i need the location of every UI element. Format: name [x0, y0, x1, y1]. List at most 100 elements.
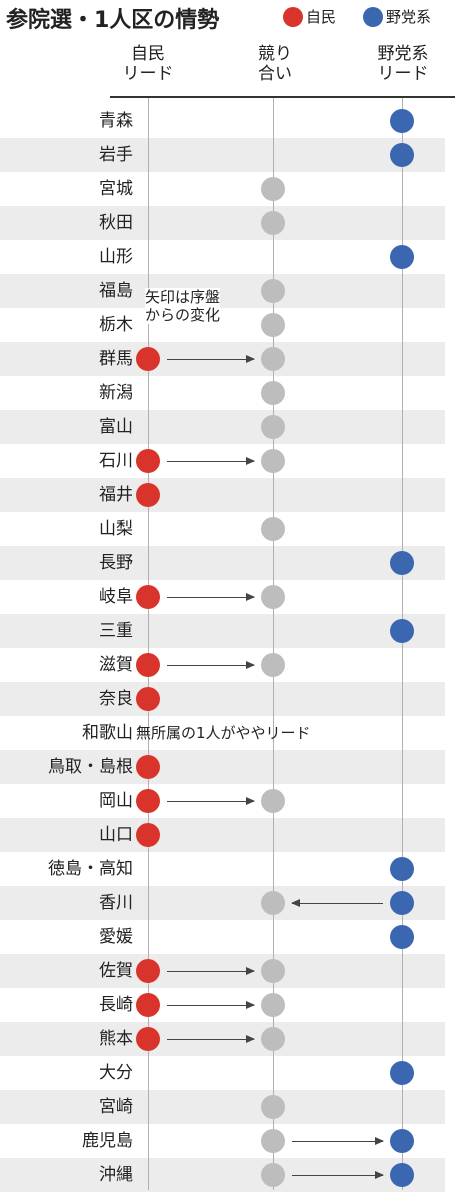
- status-dot: [136, 483, 160, 507]
- column-header-ldp: 自民 リード: [103, 44, 193, 84]
- status-dot-early: [261, 1129, 285, 1153]
- prefecture-label: 長崎: [99, 995, 133, 1015]
- status-dot-early: [136, 585, 160, 609]
- prefecture-label: 石川: [99, 451, 133, 471]
- prefecture-label: 沖縄: [99, 1165, 133, 1185]
- status-dot: [390, 1163, 414, 1187]
- status-dot: [261, 789, 285, 813]
- status-dot: [390, 551, 414, 575]
- prefecture-label: 香川: [99, 893, 133, 913]
- column-header-contested-line2: 合い: [258, 64, 292, 84]
- legend-opposition-dot: [363, 6, 383, 27]
- table-row: [0, 308, 445, 342]
- arrow-note: 矢印は序盤 からの変化: [145, 288, 221, 324]
- prefecture-label: 福井: [99, 485, 133, 505]
- prefecture-label: 滋賀: [99, 655, 133, 675]
- prefecture-label: 和歌山: [82, 723, 133, 743]
- prefecture-label: 佐賀: [99, 961, 133, 981]
- status-dot: [261, 993, 285, 1017]
- prefecture-label: 奈良: [99, 689, 133, 709]
- table-row: [0, 1090, 445, 1124]
- status-dot: [261, 177, 285, 201]
- change-arrow: [167, 1035, 255, 1043]
- change-arrow: [167, 661, 255, 669]
- prefecture-label: 徳島・高知: [48, 859, 133, 879]
- status-dot: [261, 1095, 285, 1119]
- status-dot: [390, 109, 414, 133]
- table-row: [0, 410, 445, 444]
- chart-title: 参院選・1人区の情勢: [6, 8, 220, 33]
- column-header-opposition-line1: 野党系: [377, 44, 429, 64]
- independent-note: 無所属の1人がややリード: [136, 724, 311, 742]
- arrow-note-line2: からの変化: [145, 306, 221, 324]
- status-dot: [261, 1027, 285, 1051]
- status-dot: [136, 823, 160, 847]
- table-row: [0, 750, 445, 784]
- change-arrow: [167, 1001, 255, 1009]
- prefecture-label: 宮城: [99, 179, 133, 199]
- legend-ldp-label: 自民: [306, 8, 337, 26]
- status-dot: [261, 347, 285, 371]
- table-row: [0, 172, 445, 206]
- change-arrow: [292, 1171, 384, 1179]
- status-dot-early: [136, 959, 160, 983]
- column-header-contested: 競り 合い: [230, 44, 320, 84]
- prefecture-label: 愛媛: [99, 927, 133, 947]
- prefecture-label: 鳥取・島根: [48, 757, 133, 777]
- prefecture-label: 長野: [99, 553, 133, 573]
- prefecture-label: 宮崎: [99, 1097, 133, 1117]
- status-dot: [390, 925, 414, 949]
- table-row: [0, 1056, 445, 1090]
- table-row: [0, 206, 445, 240]
- prefecture-label: 岐阜: [99, 587, 133, 607]
- table-row: [0, 818, 445, 852]
- table-row: [0, 614, 445, 648]
- status-dot: [261, 449, 285, 473]
- legend-ldp-dot: [283, 6, 303, 27]
- prefecture-label: 山形: [99, 247, 133, 267]
- prefecture-label: 山口: [99, 825, 133, 845]
- prefecture-label: 福島: [99, 281, 133, 301]
- status-dot-early: [136, 653, 160, 677]
- change-arrow: [292, 1137, 384, 1145]
- change-arrow: [167, 967, 255, 975]
- status-dot: [136, 755, 160, 779]
- status-dot: [261, 891, 285, 915]
- table-row: [0, 546, 445, 580]
- prefecture-label: 青森: [99, 111, 133, 131]
- status-dot-early: [136, 347, 160, 371]
- prefecture-label: 岡山: [99, 791, 133, 811]
- change-arrow: [291, 899, 383, 907]
- column-header-ldp-line1: 自民: [131, 44, 165, 64]
- prefecture-label: 秋田: [99, 213, 133, 233]
- status-dot-early: [390, 891, 414, 915]
- status-dot-early: [136, 449, 160, 473]
- status-dot: [261, 959, 285, 983]
- status-dot-early: [136, 789, 160, 813]
- column-header-contested-line1: 競り: [258, 44, 292, 64]
- column-gridline-opp: [402, 98, 403, 1190]
- change-arrow: [167, 355, 255, 363]
- status-dot: [390, 619, 414, 643]
- status-dot: [261, 585, 285, 609]
- table-row: [0, 138, 445, 172]
- change-arrow: [167, 797, 255, 805]
- prefecture-label: 岩手: [99, 145, 133, 165]
- status-dot: [261, 279, 285, 303]
- prefecture-label: 群馬: [99, 349, 133, 369]
- status-dot-early: [136, 1027, 160, 1051]
- status-dot: [390, 245, 414, 269]
- status-dot: [390, 1061, 414, 1085]
- header-rule: [110, 96, 455, 98]
- legend-opposition: 野党系: [363, 6, 431, 27]
- status-dot: [261, 415, 285, 439]
- table-row: [0, 512, 445, 546]
- table-row: [0, 274, 445, 308]
- status-dot-early: [261, 1163, 285, 1187]
- column-header-ldp-line2: リード: [122, 64, 174, 84]
- table-row: [0, 376, 445, 410]
- arrow-note-line1: 矢印は序盤: [145, 288, 221, 306]
- column-gridline-ldp: [148, 98, 149, 1190]
- table-row: [0, 478, 445, 512]
- prefecture-label: 新潟: [99, 383, 133, 403]
